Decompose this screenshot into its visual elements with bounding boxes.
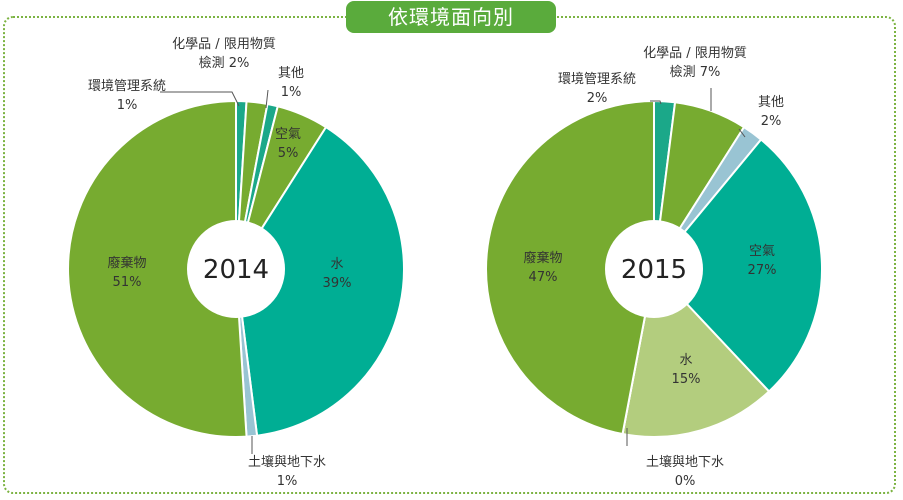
pie-2015-label-6-0: 廢棄物 <box>523 251 562 266</box>
pie-2015-label-3-0: 空氣 <box>749 244 775 259</box>
pie-2014-slice-4 <box>234 125 406 437</box>
pie-2014-label-1-0: 化學品 / 限用物質 <box>172 37 276 52</box>
pie-2015-label-5-1: 0% <box>675 474 696 489</box>
pie-2014-leader-2 <box>265 89 269 109</box>
pie-2014-label-3-0: 空氣 <box>275 127 301 142</box>
pie-2015-slice-3 <box>652 138 824 393</box>
pie-2014-label-5-0: 土壤與地下水 <box>248 454 326 470</box>
pie-2015-leader-2 <box>738 128 746 138</box>
pie-2015-label-6-1: 47% <box>529 270 558 285</box>
pie-2014-label-6-1: 51% <box>113 275 142 290</box>
pie-2014-hole <box>187 220 285 318</box>
pie-2015-label-2-0: 其他 <box>758 95 784 110</box>
pie-2015-hole <box>605 220 703 318</box>
pie-2014-slice-6 <box>67 99 248 438</box>
pie-2014-label-2-0: 其他 <box>278 66 304 81</box>
pie-2015-slice-6 <box>485 99 655 436</box>
pie-2014-label-5-1: 1% <box>277 474 298 489</box>
pie-2015-label-1-1: 檢測 7% <box>670 64 721 80</box>
pie-2014-label-4-1: 39% <box>323 276 352 291</box>
pie-2015-label-3-1: 27% <box>748 263 777 278</box>
pie-2015-center-label: 2015 <box>621 255 687 285</box>
pie-2014-leader-0 <box>160 91 240 107</box>
pie-2015-label-0-1: 2% <box>587 91 608 106</box>
pie-2014-label-4-0: 水 <box>330 257 343 272</box>
pie-2014-label-2-1: 1% <box>281 85 302 100</box>
pie-2015-label-1-0: 化學品 / 限用物質 <box>643 46 747 61</box>
pie-2014-label-3-1: 5% <box>278 146 299 161</box>
pie-2015-label-5-0: 土壤與地下水 <box>646 454 724 470</box>
chart-title: 依環境面向別 <box>346 1 556 33</box>
pie-2014-label-0-1: 1% <box>117 98 138 113</box>
pie-2015-label-4-1: 15% <box>672 372 701 387</box>
pie-2014-label-0-0: 環境管理系統 <box>88 79 166 94</box>
pie-2014-center-label: 2014 <box>203 255 269 285</box>
pie-2014-label-1-1: 檢測 2% <box>199 55 250 71</box>
pie-2015-leader-0 <box>650 100 662 105</box>
pie-2015-label-2-1: 2% <box>761 114 782 129</box>
pie-2015-label-4-0: 水 <box>679 353 692 368</box>
pie-2015-label-0-0: 環境管理系統 <box>558 72 636 87</box>
pie-2014-label-6-0: 廢棄物 <box>107 256 146 271</box>
